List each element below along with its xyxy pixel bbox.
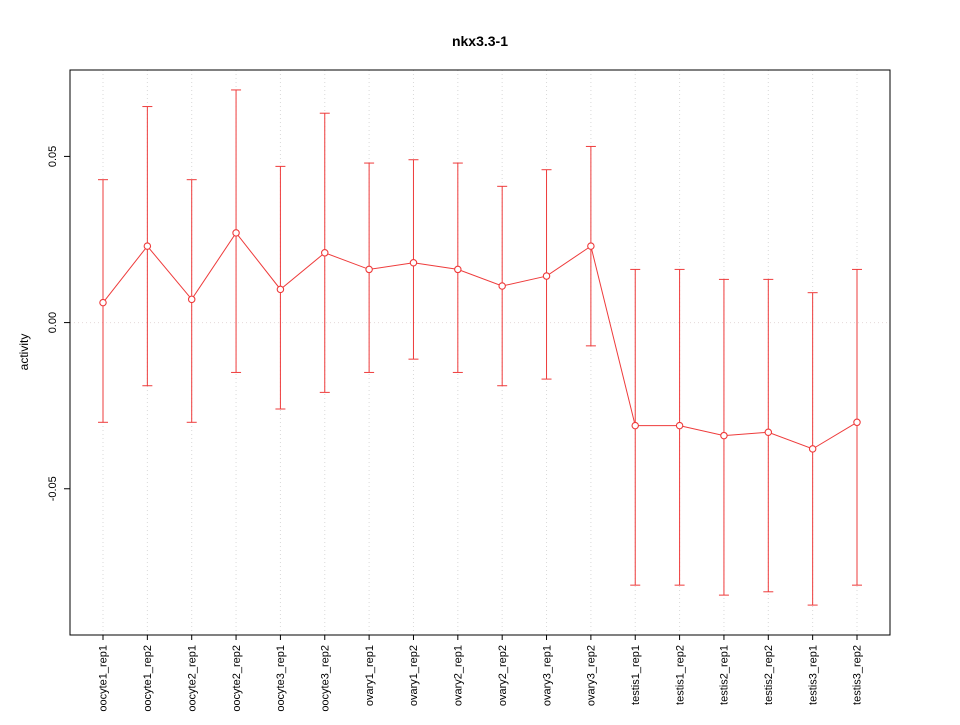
x-tick-label: oocyte2_rep1	[186, 645, 198, 712]
x-tick-label: testis3_rep2	[852, 645, 864, 705]
data-point	[143, 242, 152, 250]
x-tick-label: testis1_rep2	[674, 645, 686, 705]
x-tick-label: testis3_rep1	[807, 645, 819, 705]
data-point	[321, 249, 329, 257]
y-tick-label: 0.05	[47, 146, 59, 167]
grid-layer	[70, 70, 890, 635]
data-point	[454, 265, 462, 274]
x-tick-label: oocyte2_rep2	[231, 645, 243, 712]
y-tick-label: 0.00	[47, 312, 59, 333]
data-point	[764, 428, 773, 437]
data-point	[542, 272, 551, 280]
x-tick-label: oocyte1_rep1	[98, 645, 110, 712]
data-point	[808, 445, 817, 453]
x-tick-label: testis1_rep1	[630, 645, 642, 705]
data-point	[365, 265, 373, 274]
x-tick-label: oocyte3_rep1	[275, 645, 287, 712]
data-point	[631, 421, 639, 430]
x-tick-label: oocyte3_rep2	[320, 645, 332, 712]
y-axis-label: activity	[17, 334, 31, 371]
y-tick-label: -0.05	[47, 476, 59, 501]
data-point	[409, 259, 418, 267]
x-tick-label: ovary1_rep2	[408, 645, 420, 706]
chart-title: nkx3.3-1	[452, 33, 508, 49]
x-tick-label: testis2_rep1	[719, 645, 731, 705]
data-point	[587, 242, 595, 250]
x-tick-label: ovary3_rep1	[541, 645, 553, 706]
plot-frame	[69, 69, 891, 636]
data-point	[498, 282, 506, 290]
axis-layer: -0.05 0.00 0.05 oocyte1_rep1 oocyte1_rep2 ooc…	[47, 69, 891, 712]
x-tick-label: ovary3_rep2	[586, 645, 598, 706]
x-tick-label: testis2_rep2	[763, 645, 775, 705]
series-line	[102, 232, 858, 450]
x-tick-label: ovary1_rep1	[364, 645, 376, 706]
data-point	[720, 431, 728, 440]
x-tick-label: ovary2_rep1	[453, 645, 465, 706]
x-tick-label: oocyte1_rep2	[142, 645, 154, 712]
series-layer	[98, 89, 862, 606]
data-point	[187, 295, 196, 304]
x-tick-label: ovary2_rep2	[497, 645, 509, 706]
data-point	[232, 229, 240, 237]
data-point	[675, 421, 684, 430]
data-point	[99, 298, 107, 307]
data-point	[853, 418, 861, 427]
data-point	[276, 285, 285, 294]
